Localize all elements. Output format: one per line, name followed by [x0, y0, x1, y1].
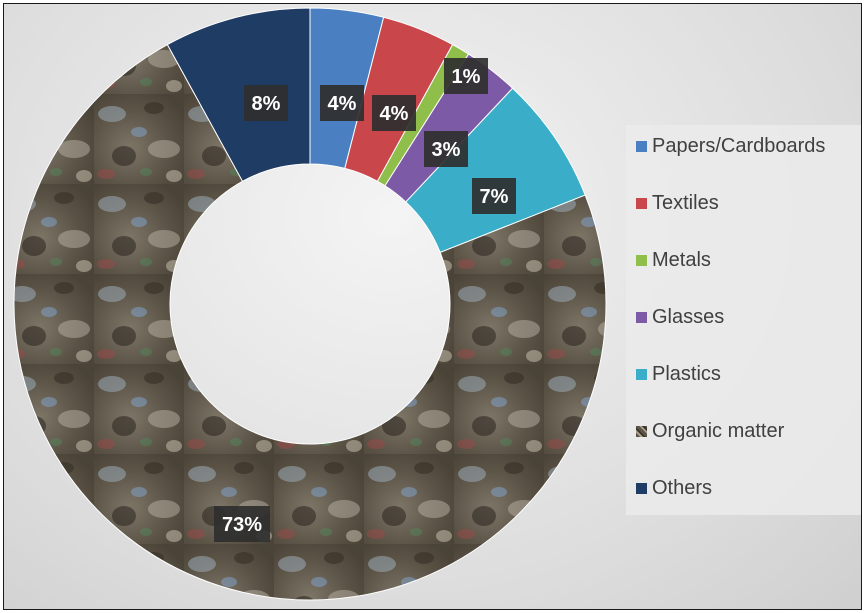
- svg-text:8%: 8%: [252, 93, 281, 115]
- data-label-papers-cardboards: 4%: [320, 85, 364, 121]
- chart-legend: Papers/Cardboards Textiles Metals Glasses Pl…: [626, 125, 861, 515]
- legend-swatch: [636, 369, 647, 380]
- data-label-others: 8%: [244, 85, 288, 121]
- data-label-plastics: 7%: [472, 178, 516, 214]
- slice-others: [166, 7, 311, 182]
- legend-swatch: [636, 483, 647, 494]
- data-label-metals: 1%: [444, 58, 488, 94]
- data-label-textiles: 4%: [372, 95, 416, 131]
- legend-label: Glasses: [652, 306, 725, 328]
- svg-text:4%: 4%: [380, 103, 409, 125]
- svg-text:1%: 1%: [452, 66, 481, 88]
- svg-text:7%: 7%: [480, 186, 509, 208]
- legend-swatch: [636, 312, 647, 323]
- legend-swatch: [636, 198, 647, 209]
- legend-label: Textiles: [652, 192, 719, 214]
- legend-item-organic-matter: Organic matter: [636, 420, 784, 443]
- legend-item-glasses: Glasses: [636, 306, 724, 329]
- donut-data-labels: 4% 4% 1% 3% 7% 73% 8%: [214, 58, 516, 542]
- legend-label: Papers/Cardboards: [652, 135, 826, 157]
- donut-chart: 4% 4% 1% 3% 7% 73% 8%: [13, 7, 607, 601]
- legend-item-plastics: Plastics: [636, 363, 721, 386]
- legend-label: Plastics: [652, 363, 721, 385]
- donut-slices: [13, 7, 607, 601]
- svg-text:4%: 4%: [328, 93, 357, 115]
- legend-item-textiles: Textiles: [636, 192, 719, 215]
- data-label-organic-matter: 73%: [214, 506, 270, 542]
- data-label-glasses: 3%: [424, 131, 468, 167]
- svg-text:3%: 3%: [432, 139, 461, 161]
- legend-item-others: Others: [636, 477, 712, 500]
- legend-label: Metals: [652, 249, 711, 271]
- legend-item-papers-cardboards: Papers/Cardboards: [636, 135, 825, 158]
- legend-swatch: [636, 255, 647, 266]
- legend-item-metals: Metals: [636, 249, 711, 272]
- legend-label: Others: [652, 477, 713, 499]
- chart-frame: 4% 4% 1% 3% 7% 73% 8% Papers/Cardboards Textile…: [3, 3, 862, 610]
- legend-swatch: [636, 426, 647, 437]
- slice-organic-matter: [13, 43, 607, 601]
- svg-text:73%: 73%: [222, 514, 262, 536]
- legend-label: Organic matter: [652, 420, 785, 442]
- legend-swatch: [636, 141, 647, 152]
